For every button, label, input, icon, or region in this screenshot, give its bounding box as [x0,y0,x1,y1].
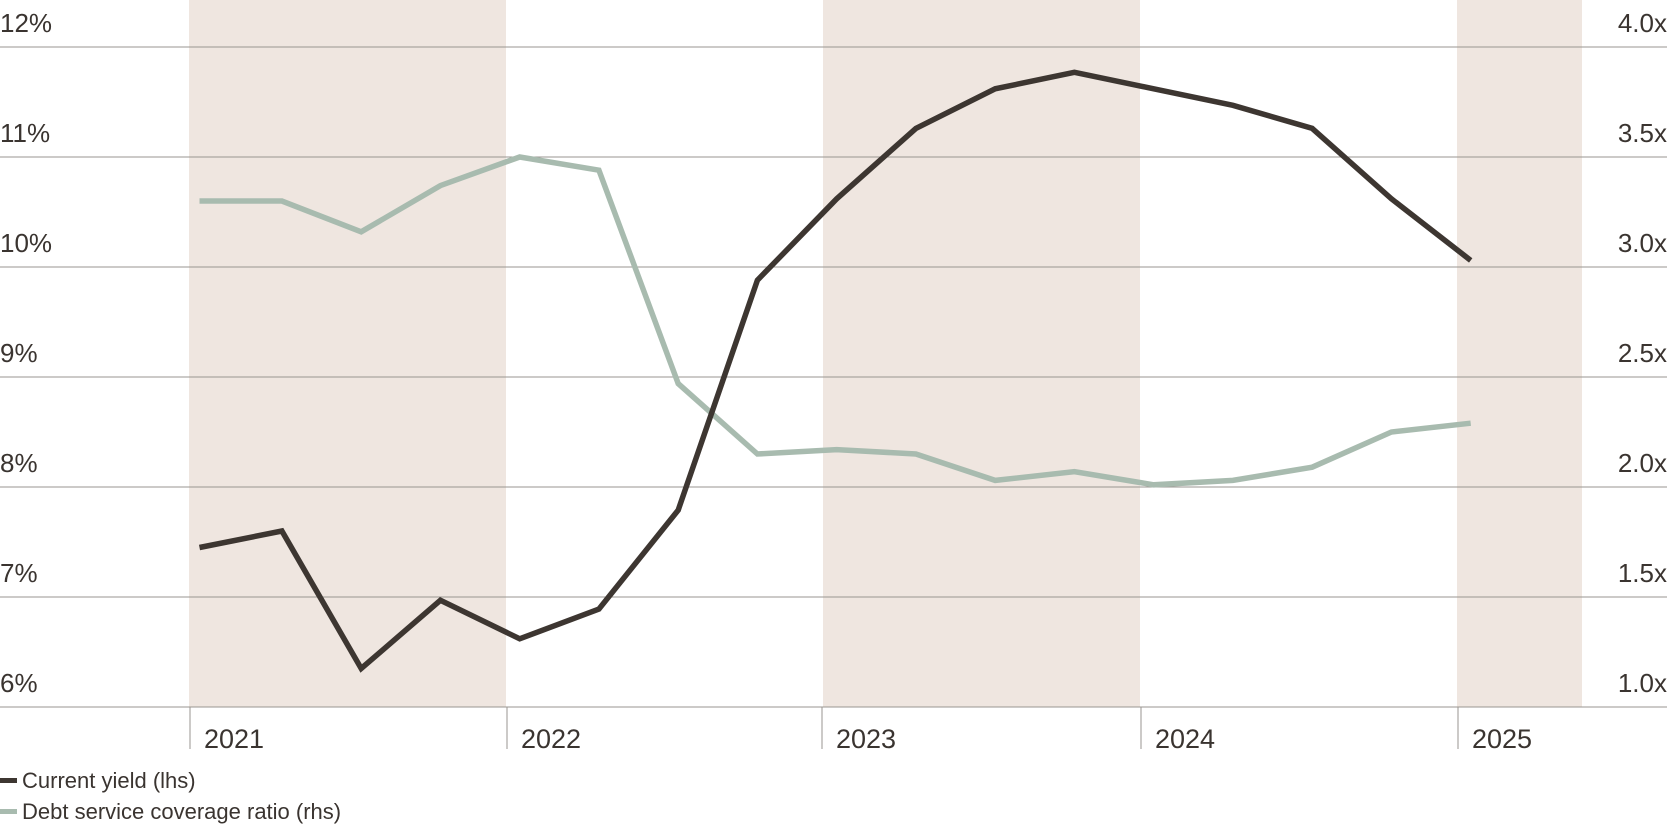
left-tick-label: 7% [0,558,38,588]
current-yield-line [198,69,1473,673]
year-label-2023: 2023 [836,724,896,754]
gridlines [0,46,1667,708]
right-tick-label: 3.0x [1618,228,1667,258]
legend-swatch-dscr [0,809,17,814]
shade-band-2021 [189,0,506,707]
year-shading [189,0,1582,707]
legend-item-current-yield: Current yield (lhs) [0,765,341,796]
right-tick-label: 2.5x [1618,338,1667,368]
year-label-2022: 2022 [521,724,581,754]
year-label-2024: 2024 [1155,724,1215,754]
right-tick-label: 3.5x [1618,118,1667,148]
right-axis: 4.0x 3.5x 3.0x 2.5x 2.0x 1.5x 1.0x [1618,8,1667,698]
legend-item-dscr: Debt service coverage ratio (rhs) [0,796,341,827]
right-tick-label: 2.0x [1618,448,1667,478]
right-tick-label: 4.0x [1618,8,1667,38]
left-axis: 12% 11% 10% 9% 8% 7% 6% [0,8,52,698]
left-tick-label: 6% [0,668,38,698]
left-tick-label: 12% [0,8,52,38]
year-label-2025: 2025 [1472,724,1532,754]
left-tick-label: 11% [0,118,50,148]
dscr-line [199,154,1472,488]
left-tick-label: 10% [0,228,52,258]
legend-swatch-current-yield [0,778,17,783]
left-tick-label: 9% [0,338,38,368]
x-axis: 2021 2022 2023 2024 2025 [189,707,1532,754]
right-tick-label: 1.0x [1618,668,1667,698]
shade-band-2025 [1457,0,1582,707]
legend-label-dscr: Debt service coverage ratio (rhs) [22,799,342,824]
year-label-2021: 2021 [204,724,264,754]
shade-band-2023 [823,0,1140,707]
series-lines [198,69,1473,673]
chart: 12% 11% 10% 9% 8% 7% 6% 4.0x 3.5x 3.0x 2.5x 2.0x 1.… [0,0,1667,754]
left-tick-label: 8% [0,448,38,478]
legend-label-current-yield: Current yield (lhs) [22,768,196,793]
legend: Current yield (lhs) Debt service coverag… [0,765,341,827]
right-tick-label: 1.5x [1618,558,1667,588]
